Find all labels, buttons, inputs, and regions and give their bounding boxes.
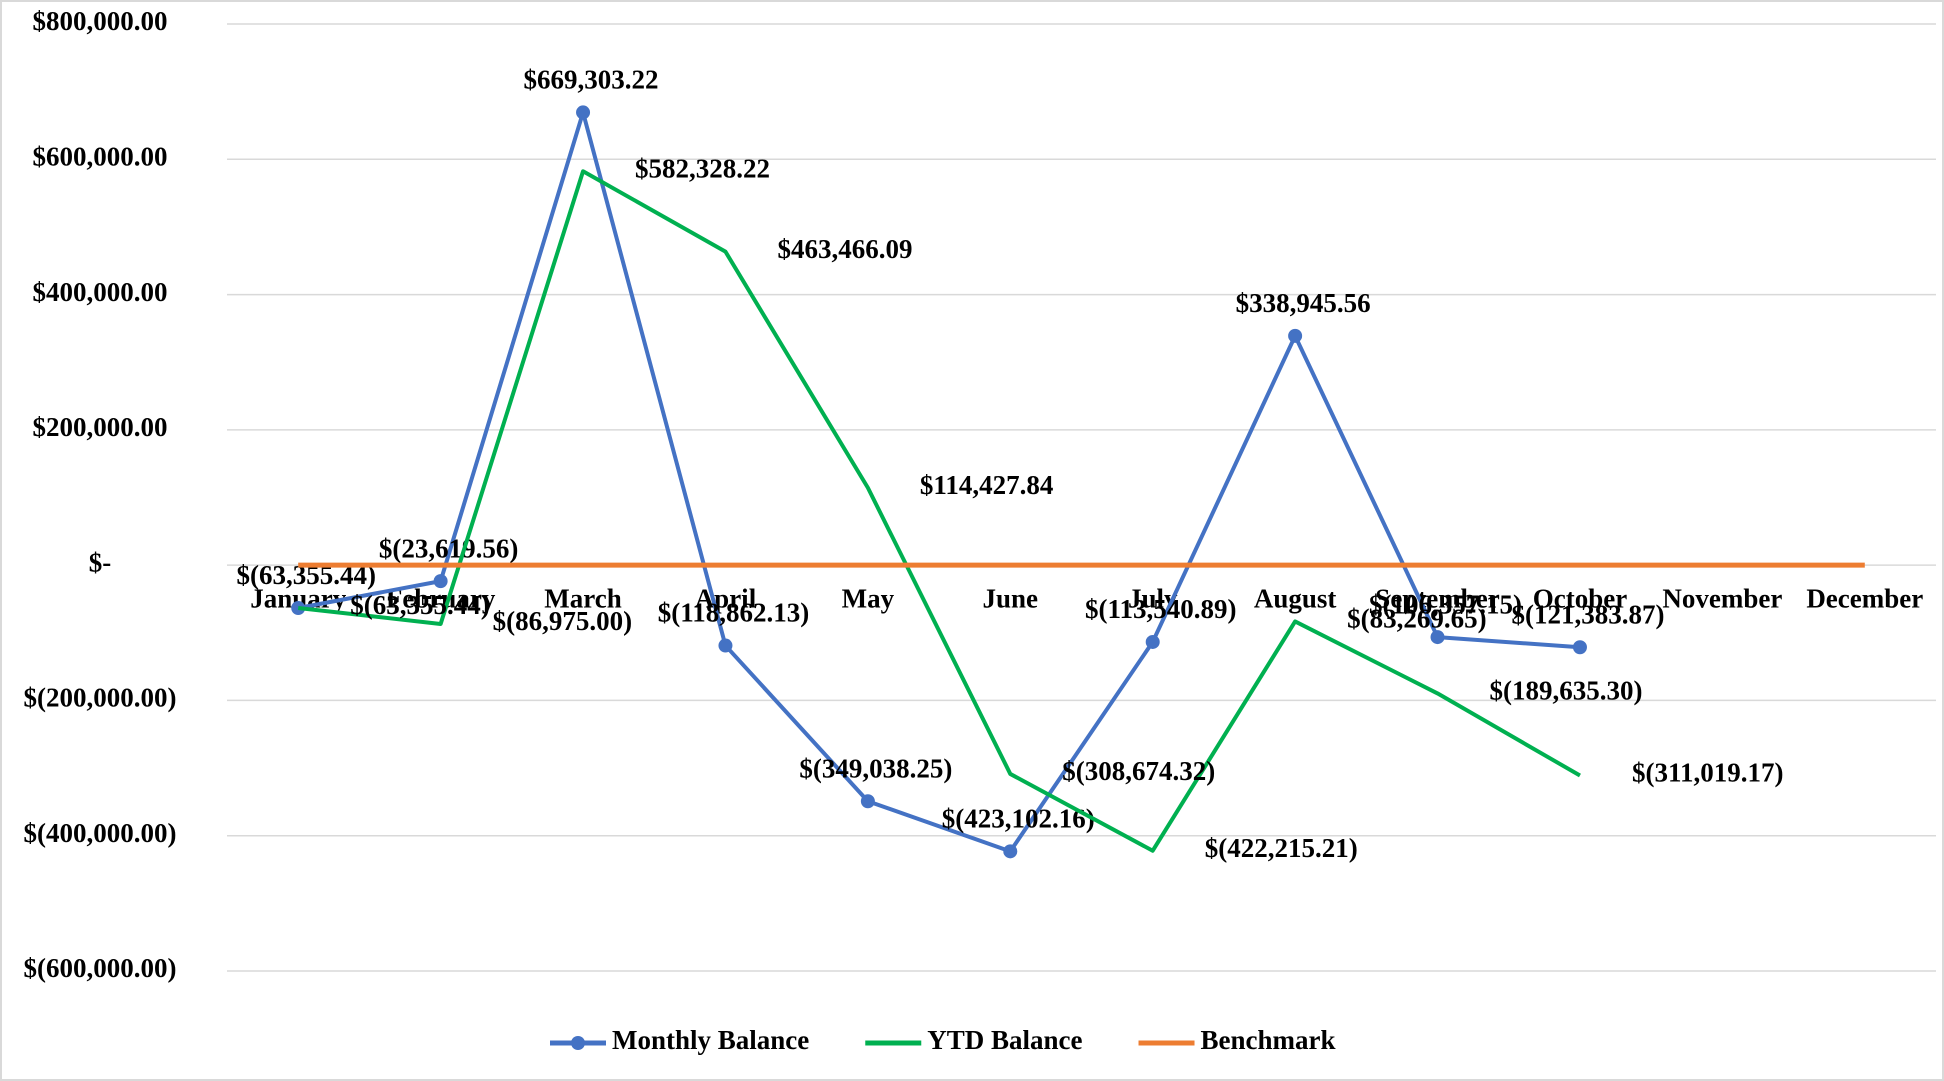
x-tick-label: May	[842, 583, 895, 613]
point	[576, 105, 591, 120]
y-tick-label: $400,000.00	[33, 277, 168, 307]
legend-label: Benchmark	[1201, 1025, 1336, 1055]
legend-marker	[571, 1036, 585, 1050]
y-tick-label: $200,000.00	[33, 412, 168, 442]
x-tick-label: June	[983, 583, 1039, 613]
y-tick-label: $600,000.00	[33, 141, 168, 171]
x-tick-label: April	[695, 583, 757, 613]
x-tick-label: March	[544, 583, 621, 613]
data-label: $(349,038.25)	[799, 753, 952, 783]
point	[1145, 634, 1160, 649]
point	[1288, 328, 1303, 343]
data-label: $(311,019.17)	[1632, 758, 1784, 788]
point	[1003, 844, 1018, 859]
x-tick-label: November	[1662, 583, 1782, 613]
y-tick-label: $-	[89, 547, 112, 577]
legend-label: Monthly Balance	[612, 1025, 809, 1055]
data-label: $(83,269.65)	[1347, 604, 1486, 634]
point	[1430, 630, 1445, 645]
series-line	[297, 169, 1581, 853]
data-label: $(189,635.30)	[1490, 676, 1643, 706]
point	[433, 574, 448, 589]
y-tick-label: $(600,000.00)	[24, 953, 177, 983]
series-line	[297, 110, 1581, 854]
data-label: $(63,355.44)	[350, 590, 489, 620]
data-label: $(118,862.13)	[658, 598, 810, 628]
x-tick-label: October	[1533, 583, 1627, 613]
data-label: $(308,674.32)	[1062, 756, 1215, 786]
y-tick-label: $(400,000.00)	[24, 818, 177, 848]
legend-label: YTD Balance	[927, 1025, 1082, 1055]
point	[718, 638, 733, 653]
data-label: $(106,357.15)	[1369, 589, 1522, 619]
data-label: $(423,102.16)	[942, 804, 1095, 834]
data-label: $(23,619.56)	[379, 533, 518, 563]
data-label: $(86,975.00)	[493, 606, 632, 636]
data-label: $669,303.22	[524, 65, 659, 95]
data-label: $582,328.22	[635, 153, 770, 183]
y-tick-label: $800,000.00	[33, 6, 168, 36]
data-label: $(422,215.21)	[1205, 833, 1358, 863]
x-tick-label: August	[1254, 583, 1337, 613]
x-tick-label: December	[1806, 583, 1923, 613]
point	[1572, 640, 1587, 655]
data-label: $(113,540.89)	[1085, 594, 1237, 624]
data-label: $(121,383.87)	[1511, 599, 1664, 629]
point	[860, 794, 875, 809]
data-label: $463,466.09	[777, 234, 912, 264]
data-label: $338,945.56	[1236, 288, 1371, 318]
y-tick-label: $(200,000.00)	[24, 683, 177, 713]
x-tick-label: September	[1375, 583, 1499, 613]
data-label: $114,427.84	[920, 470, 1054, 500]
